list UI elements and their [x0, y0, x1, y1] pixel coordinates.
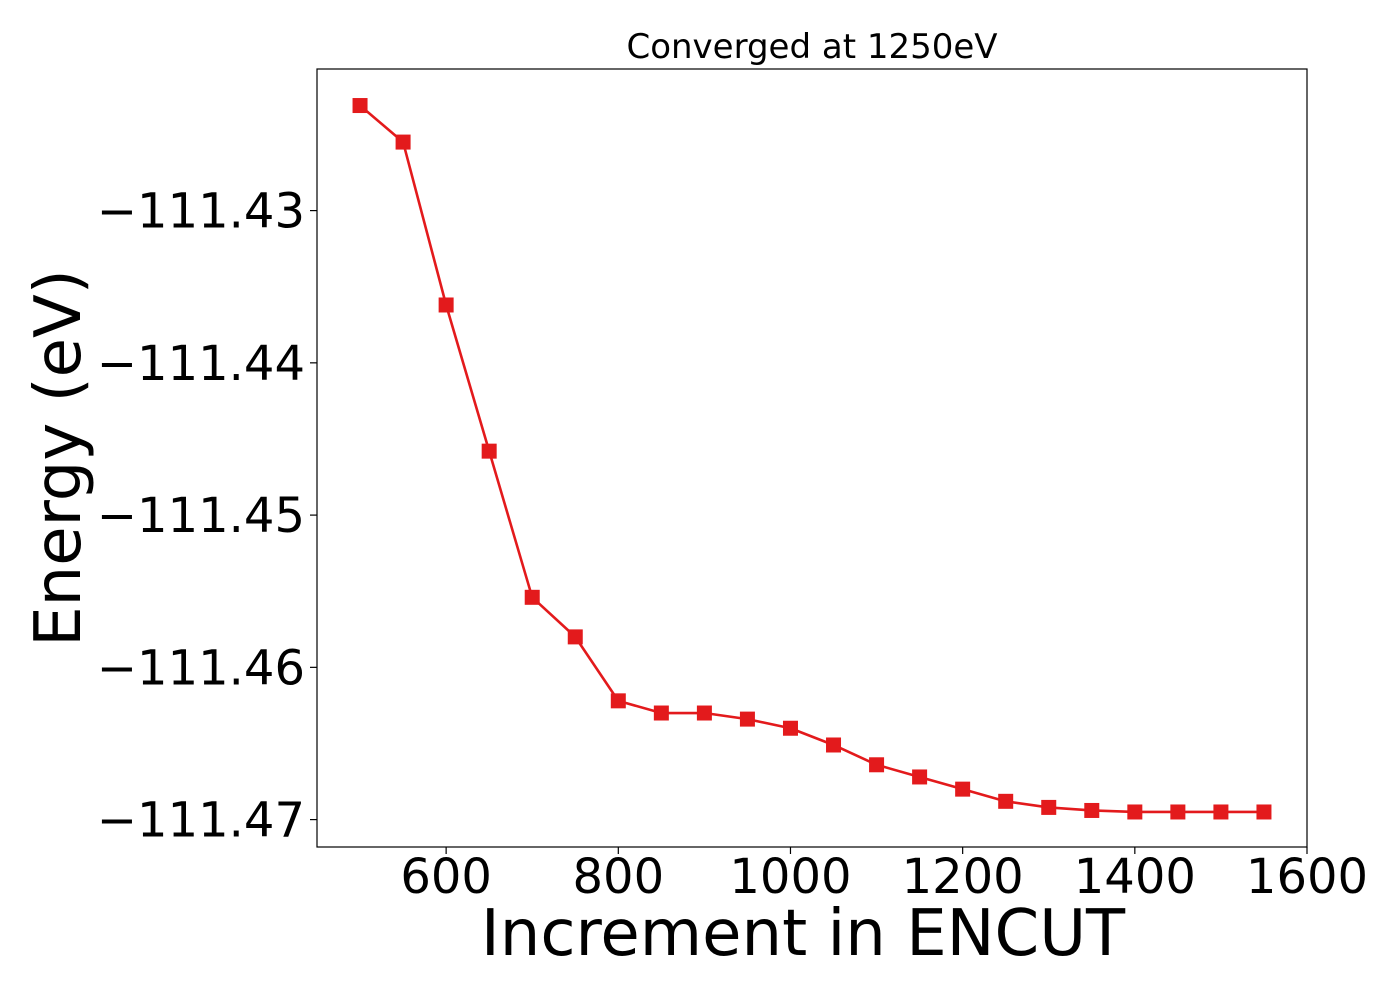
data-point-marker [869, 757, 885, 773]
axis-ticks: 600 800 1000 1200 1400 1600 −111.43 −111.44 −111… [97, 184, 1368, 905]
data-point-marker [912, 769, 928, 785]
data-point-marker [1041, 799, 1057, 815]
y-tick-label: −111.43 [97, 184, 305, 240]
data-point-marker [395, 134, 411, 150]
x-axis-label: Increment in ENCUT [481, 897, 1126, 971]
data-point-marker [481, 443, 497, 459]
data-point-marker [1256, 804, 1272, 820]
x-tick-label: 1000 [729, 849, 851, 905]
x-tick-label: 600 [400, 849, 492, 905]
data-point-marker [653, 705, 669, 721]
x-tick-label: 1400 [1074, 849, 1196, 905]
data-point-marker [1213, 804, 1229, 820]
y-tick-label: −111.47 [97, 793, 305, 849]
series-line [359, 104, 1264, 814]
x-tick-label: 1200 [902, 849, 1024, 905]
data-point-marker [1127, 804, 1143, 820]
chart-title: Converged at 1250eV [626, 27, 997, 67]
data-point-marker [438, 297, 454, 313]
data-point-marker [998, 793, 1014, 809]
y-tick-label: −111.44 [97, 336, 305, 392]
y-axis-label: Energy (eV) [22, 269, 96, 647]
y-tick-label: −111.45 [97, 488, 305, 544]
data-point-marker [955, 781, 971, 797]
plot-area-frame [316, 68, 1308, 848]
data-point-marker [826, 737, 842, 753]
x-tick-label: 800 [572, 849, 664, 905]
data-point-marker [782, 720, 798, 736]
y-tick-label: −111.46 [97, 640, 305, 696]
data-point-marker [567, 629, 583, 645]
x-tick-label: 1600 [1246, 849, 1368, 905]
data-point-marker [1170, 804, 1186, 820]
series-layer [352, 98, 1272, 820]
data-point-marker [524, 589, 540, 605]
data-point-marker [610, 693, 626, 709]
data-point-marker [696, 705, 712, 721]
data-point-marker [1084, 802, 1100, 818]
data-point-marker [739, 711, 755, 727]
data-point-marker [352, 98, 368, 114]
